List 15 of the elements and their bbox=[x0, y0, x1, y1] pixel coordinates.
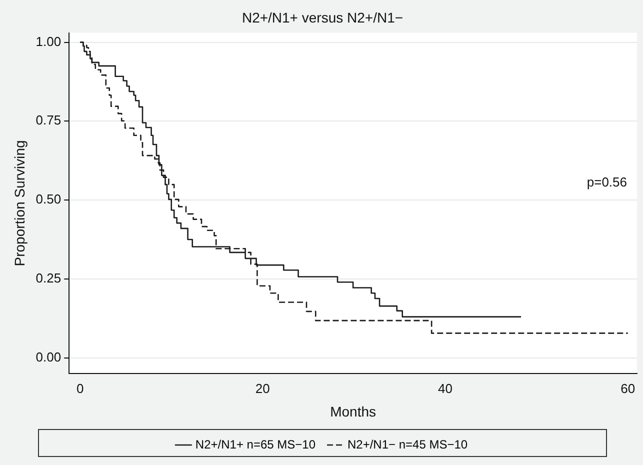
x-axis-title: Months bbox=[330, 403, 376, 420]
chart-title: N2+/N1+ versus N2+/N1− bbox=[242, 9, 404, 26]
y-axis-title: Proportion Surviving bbox=[11, 140, 28, 266]
legend-label: N2+/N1− n=45 MS−10 bbox=[348, 437, 468, 452]
x-tick-label: 0 bbox=[76, 380, 84, 396]
legend-label: N2+/N1+ n=65 MS−10 bbox=[195, 437, 316, 452]
y-tick-label: 1.00 bbox=[36, 34, 62, 49]
y-tick-label: 0.50 bbox=[36, 192, 62, 207]
y-tick-label: 0.75 bbox=[36, 112, 62, 128]
y-tick-label: 0.00 bbox=[36, 349, 62, 364]
y-tick-label: 0.25 bbox=[36, 270, 62, 286]
annotation: p=0.56 bbox=[586, 174, 627, 190]
x-tick-label: 40 bbox=[438, 380, 452, 396]
x-tick-label: 20 bbox=[255, 380, 270, 396]
x-tick-label: 60 bbox=[620, 380, 636, 396]
